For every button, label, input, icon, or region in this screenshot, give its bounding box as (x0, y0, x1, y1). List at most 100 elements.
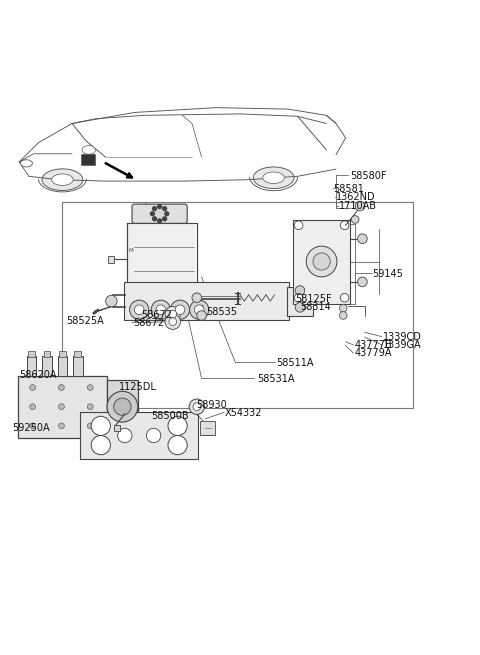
Text: 58581: 58581 (333, 184, 364, 194)
Circle shape (306, 246, 337, 277)
Ellipse shape (253, 167, 294, 189)
Circle shape (146, 428, 161, 443)
Bar (62, 202, 413, 408)
Circle shape (358, 277, 367, 287)
Circle shape (351, 215, 359, 223)
Circle shape (340, 293, 349, 302)
Bar (74, 350, 81, 357)
Circle shape (194, 305, 204, 314)
Circle shape (87, 384, 93, 390)
FancyBboxPatch shape (132, 204, 187, 223)
Text: 1362ND: 1362ND (336, 193, 376, 202)
Circle shape (294, 221, 303, 230)
Circle shape (158, 219, 161, 223)
FancyBboxPatch shape (200, 421, 215, 434)
Circle shape (169, 318, 177, 326)
Bar (73, 356, 83, 377)
Bar (44, 350, 50, 357)
Circle shape (168, 436, 187, 455)
Circle shape (190, 300, 209, 320)
Circle shape (153, 207, 156, 210)
FancyBboxPatch shape (81, 154, 95, 165)
Bar (58, 356, 67, 377)
Ellipse shape (20, 160, 32, 167)
Text: 1710AB: 1710AB (339, 201, 377, 211)
Circle shape (153, 217, 156, 221)
Bar (108, 255, 114, 263)
Text: 1125DL: 1125DL (119, 383, 157, 392)
FancyBboxPatch shape (80, 413, 198, 458)
Circle shape (134, 305, 144, 314)
Text: 1339GA: 1339GA (383, 340, 421, 350)
Circle shape (165, 307, 180, 322)
Circle shape (91, 436, 110, 455)
Bar (42, 356, 52, 377)
Bar (293, 219, 350, 303)
Text: 43777B: 43777B (354, 340, 392, 350)
Circle shape (192, 293, 202, 303)
Circle shape (355, 201, 365, 211)
Circle shape (151, 212, 155, 215)
Bar (128, 223, 195, 291)
Circle shape (158, 204, 161, 208)
Bar (28, 350, 35, 357)
Circle shape (168, 417, 187, 436)
Circle shape (30, 404, 36, 409)
Ellipse shape (82, 145, 96, 154)
Circle shape (165, 314, 180, 329)
Text: 58672: 58672 (133, 318, 164, 328)
Circle shape (294, 293, 303, 302)
Circle shape (169, 310, 177, 318)
Circle shape (163, 217, 167, 221)
Text: 58620A: 58620A (19, 371, 57, 381)
Text: 58525A: 58525A (66, 316, 104, 326)
Ellipse shape (263, 172, 284, 183)
Circle shape (107, 391, 138, 422)
Circle shape (87, 423, 93, 429)
Ellipse shape (42, 169, 83, 191)
Circle shape (59, 404, 64, 409)
Circle shape (153, 207, 166, 220)
Circle shape (114, 398, 131, 415)
Circle shape (30, 384, 36, 390)
Circle shape (193, 403, 201, 411)
Circle shape (175, 305, 185, 314)
Circle shape (189, 399, 204, 415)
FancyBboxPatch shape (287, 287, 313, 316)
Text: 58672: 58672 (142, 310, 173, 320)
Text: 43779A: 43779A (354, 348, 392, 358)
Text: 58580F: 58580F (350, 171, 387, 181)
Circle shape (30, 423, 36, 429)
Circle shape (295, 303, 305, 312)
Text: 58930: 58930 (196, 400, 227, 410)
Circle shape (197, 310, 206, 320)
Circle shape (170, 300, 190, 320)
Circle shape (339, 312, 347, 320)
Text: 58125F: 58125F (295, 293, 332, 304)
Circle shape (165, 212, 169, 215)
Circle shape (156, 305, 166, 314)
Circle shape (59, 423, 64, 429)
Text: 58500B: 58500B (151, 411, 189, 421)
Circle shape (151, 300, 170, 320)
Text: 58535: 58535 (206, 307, 238, 317)
Bar (107, 381, 138, 433)
Circle shape (106, 295, 117, 307)
Circle shape (340, 221, 349, 230)
Text: 58314: 58314 (300, 303, 331, 312)
Circle shape (91, 417, 110, 436)
Text: 59145: 59145 (372, 269, 403, 279)
FancyBboxPatch shape (124, 282, 289, 320)
Circle shape (118, 428, 132, 443)
Circle shape (59, 384, 64, 390)
Circle shape (87, 404, 93, 409)
Circle shape (339, 305, 347, 312)
Text: X54332: X54332 (225, 408, 262, 418)
Text: 1339CD: 1339CD (383, 332, 421, 342)
Circle shape (313, 253, 330, 270)
Bar (18, 375, 107, 438)
Text: M: M (128, 248, 133, 253)
Circle shape (358, 234, 367, 244)
Circle shape (163, 207, 167, 210)
Bar (114, 425, 120, 431)
